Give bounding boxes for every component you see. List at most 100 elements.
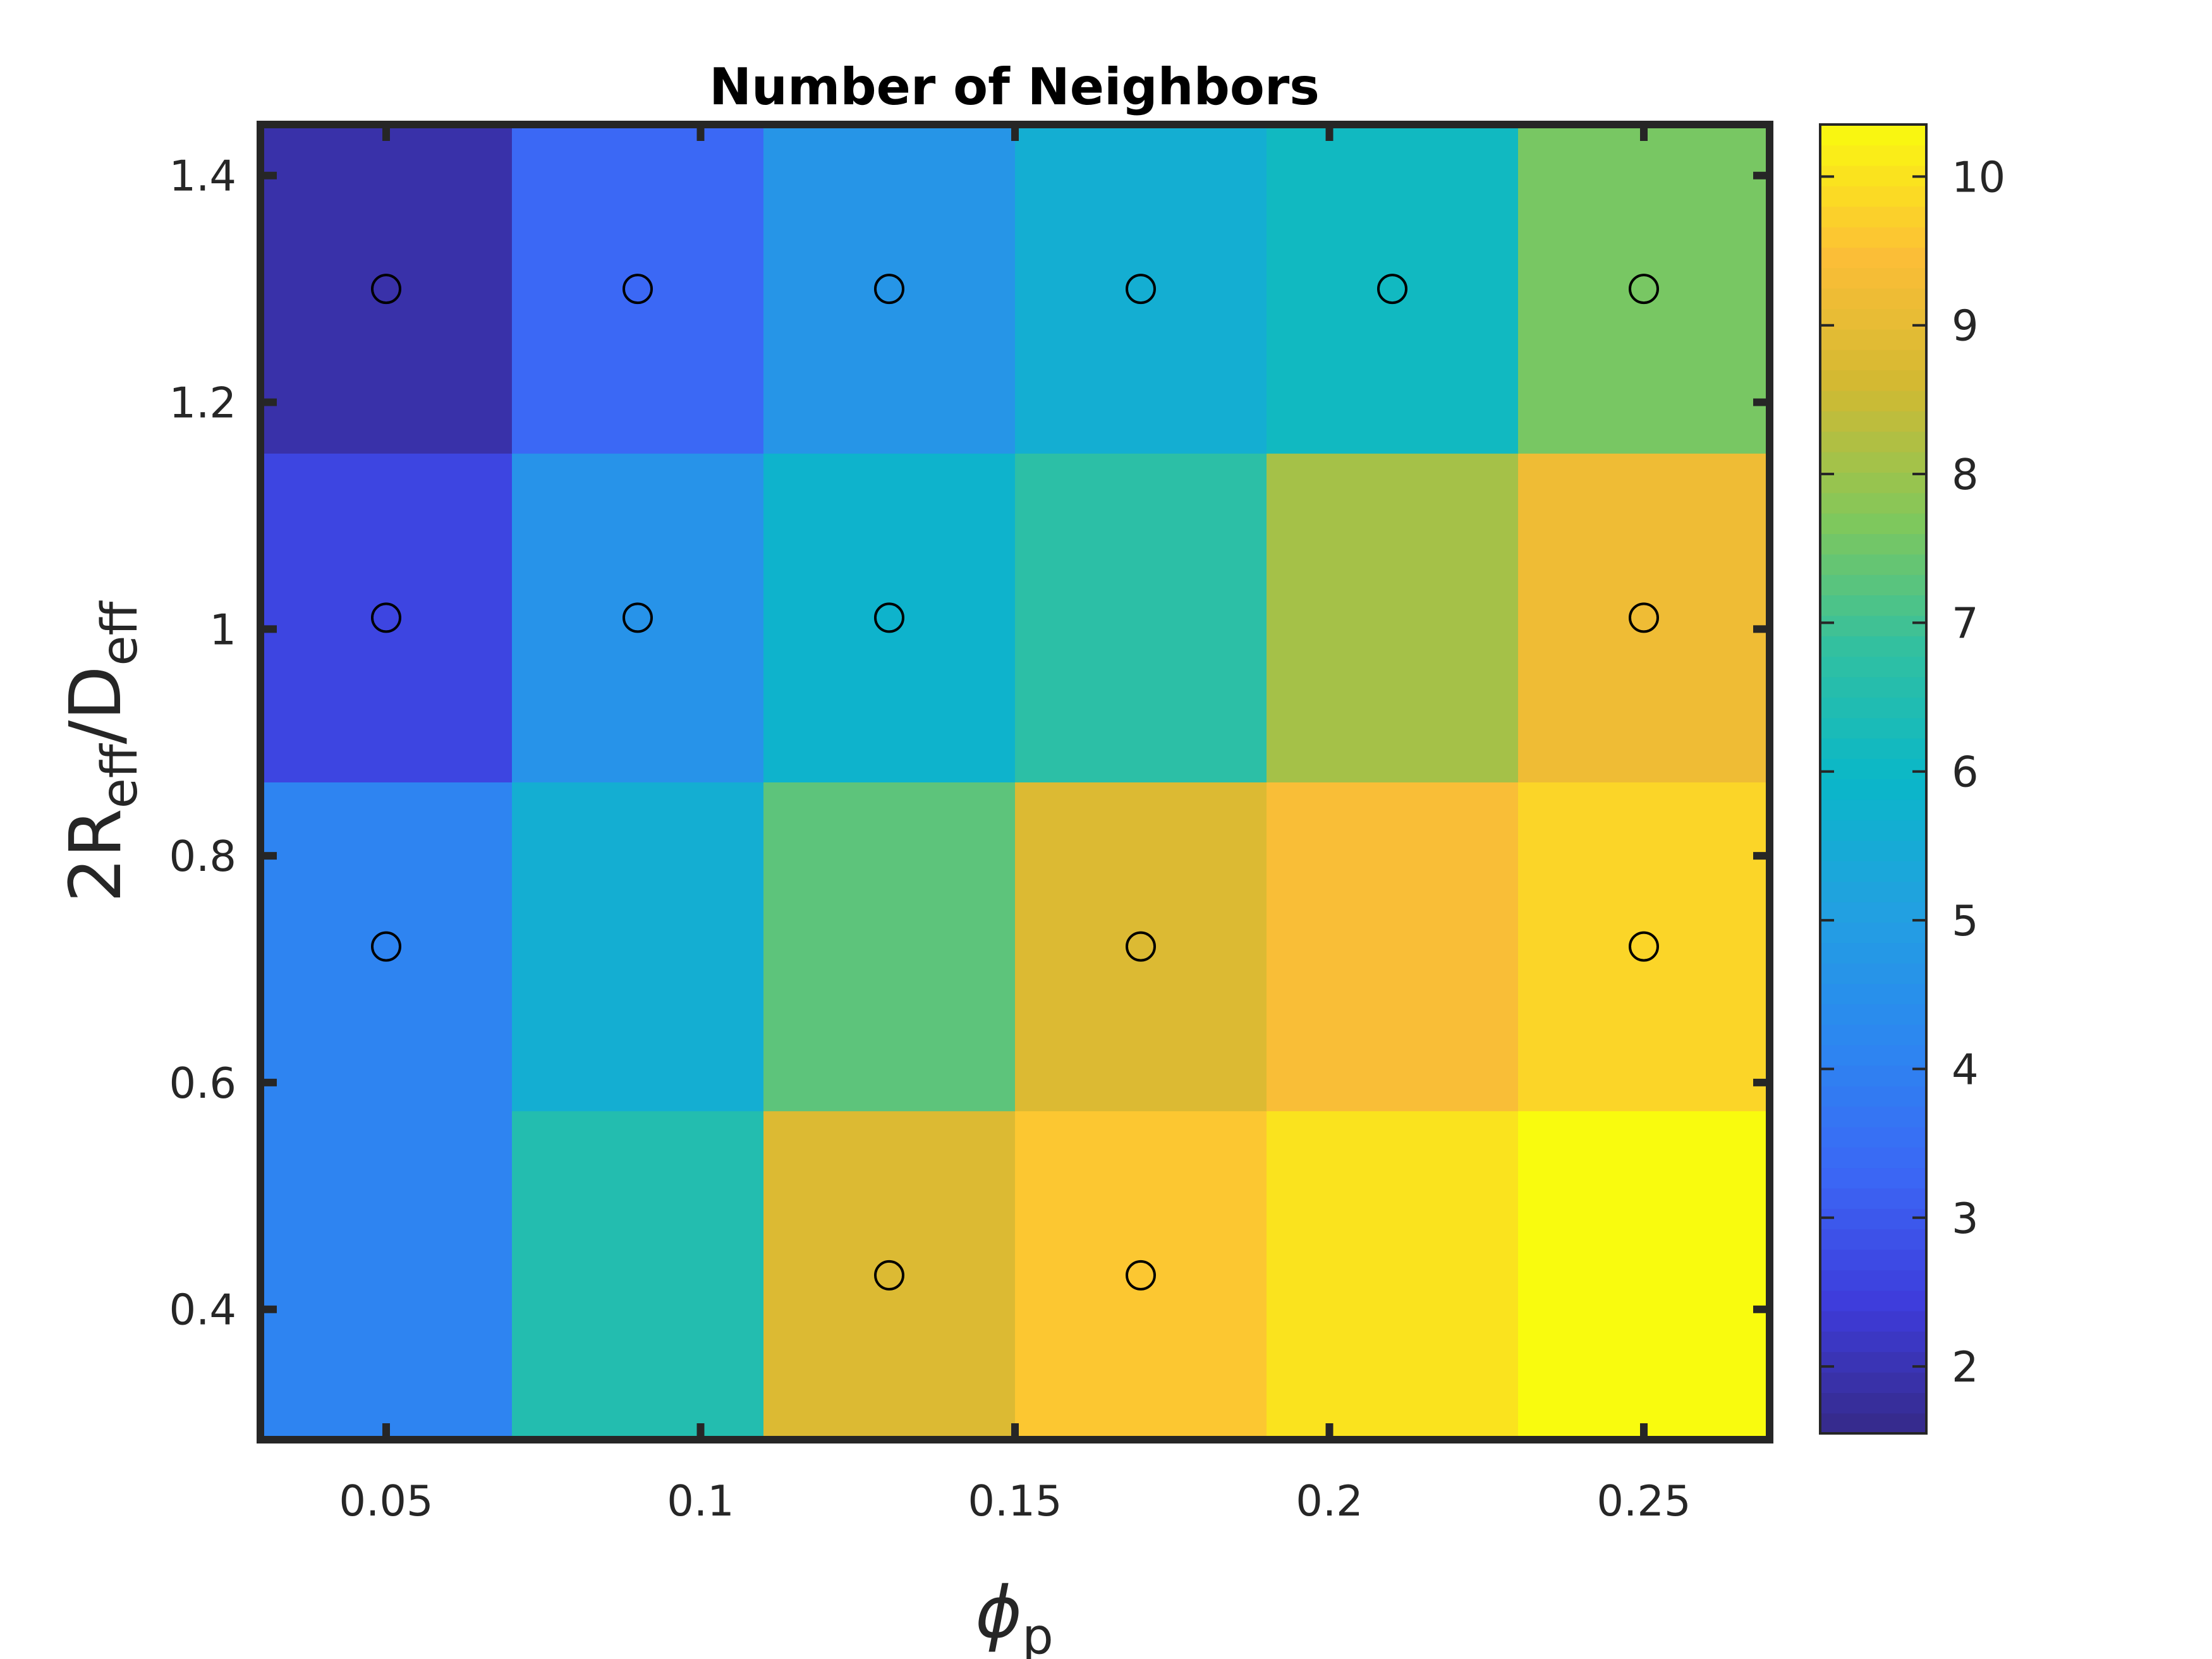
heatmap-cell <box>763 1110 1016 1440</box>
colorbar-step <box>1820 451 1926 473</box>
colorbar-step <box>1820 492 1926 514</box>
colorbar-step <box>1820 247 1926 269</box>
colorbar-step <box>1820 411 1926 432</box>
heatmap-cell <box>1518 125 1770 454</box>
colorbar-step <box>1820 1371 1926 1394</box>
colorbar-step <box>1820 1106 1926 1127</box>
colorbar-step <box>1820 1167 1926 1189</box>
y-tick-label: 0.6 <box>169 1059 236 1108</box>
x-tick-label: 0.2 <box>1296 1476 1363 1526</box>
colorbar-step <box>1820 1024 1926 1045</box>
data-marker <box>623 274 653 305</box>
data-marker <box>1126 931 1156 962</box>
colorbar-step <box>1820 1290 1926 1311</box>
colorbar-step <box>1820 758 1926 780</box>
colorbar-step <box>1820 1229 1926 1250</box>
x-tick-label: 0.1 <box>667 1476 734 1526</box>
y-tick-label: 1.2 <box>169 379 236 428</box>
x-tick-label: 0.05 <box>339 1476 433 1526</box>
y-axis-label: 2Reff/Deff <box>55 600 149 902</box>
colorbar-tick-label: 2 <box>1952 1342 1979 1392</box>
colorbar-step <box>1820 390 1926 411</box>
data-marker <box>623 602 653 633</box>
colorbar-step <box>1820 308 1926 330</box>
colorbar-step <box>1820 1351 1926 1373</box>
heatmap-cell <box>1267 453 1519 782</box>
colorbar-step <box>1820 881 1926 902</box>
colorbar-ticks: 2 3 4 5 6 7 8 9 10 <box>1820 152 2005 1392</box>
heatmap-cell <box>1015 1110 1267 1440</box>
colorbar-step <box>1820 472 1926 494</box>
heatmap-cell <box>1267 1110 1519 1440</box>
colorbar-step <box>1820 779 1926 800</box>
colorbar-step <box>1820 1331 1926 1352</box>
heatmap-cell <box>1267 125 1519 454</box>
heatmap-cell <box>260 782 513 1112</box>
colorbar-tick-label: 7 <box>1952 599 1979 648</box>
data-marker <box>371 274 401 305</box>
heatmap-cell <box>1015 453 1267 782</box>
data-marker <box>1126 274 1156 305</box>
data-markers <box>371 274 1659 1291</box>
colorbar-step <box>1820 717 1926 739</box>
heatmap-cell <box>260 125 513 454</box>
colorbar-step <box>1820 963 1926 984</box>
chart-title: Number of Neighbors <box>709 58 1320 116</box>
colorbar-step <box>1820 1310 1926 1332</box>
heatmap-cell <box>260 1110 513 1440</box>
heatmap-cell <box>512 1110 764 1440</box>
colorbar-step <box>1820 799 1926 821</box>
colorbar-step <box>1820 349 1926 371</box>
heatmap-cell <box>1015 125 1267 454</box>
x-axis-label: ϕp <box>975 1572 1053 1659</box>
data-marker <box>371 931 401 962</box>
colorbar-step <box>1820 738 1926 759</box>
colorbar-step <box>1820 574 1926 596</box>
x-tick-label: 0.15 <box>968 1476 1062 1526</box>
colorbar-step <box>1820 288 1926 310</box>
colorbar-step <box>1820 615 1926 636</box>
colorbar-step <box>1820 635 1926 657</box>
colorbar-tick-label: 4 <box>1952 1045 1979 1094</box>
colorbar-step <box>1820 1004 1926 1025</box>
colorbar-step <box>1820 186 1926 207</box>
colorbar-step <box>1820 1270 1926 1291</box>
x-tick-label: 0.25 <box>1596 1476 1691 1526</box>
heatmap-cell <box>1518 782 1770 1112</box>
colorbar-tick-label: 3 <box>1952 1194 1979 1243</box>
colorbar-step <box>1820 1188 1926 1209</box>
data-marker <box>1377 274 1407 305</box>
data-marker <box>874 1260 904 1291</box>
colorbar-step <box>1820 1085 1926 1107</box>
colorbar-step <box>1820 554 1926 575</box>
heatmap-cell <box>763 125 1016 454</box>
y-tick-label: 0.4 <box>169 1285 236 1335</box>
colorbar-step <box>1820 1413 1926 1434</box>
colorbar-gradient <box>1820 125 1926 1434</box>
colorbar-step <box>1820 329 1926 350</box>
data-marker <box>874 274 904 305</box>
data-marker <box>1629 602 1659 633</box>
colorbar-step <box>1820 922 1926 944</box>
colorbar-tick-label: 6 <box>1952 748 1979 797</box>
colorbar-step <box>1820 1249 1926 1270</box>
x-axis-ticks: 0.05 0.1 0.15 0.2 0.25 <box>339 125 1691 1526</box>
y-tick-label: 0.8 <box>169 832 236 881</box>
heatmap-cell <box>512 125 764 454</box>
heatmap-cell <box>763 453 1016 782</box>
heatmap-cell <box>1518 453 1770 782</box>
colorbar-step <box>1820 820 1926 841</box>
heatmap-cell <box>512 453 764 782</box>
colorbar-step <box>1820 1065 1926 1086</box>
colorbar-tick-label: 9 <box>1952 301 1979 351</box>
colorbar-step <box>1820 145 1926 166</box>
colorbar-step <box>1820 656 1926 678</box>
colorbar-step <box>1820 901 1926 923</box>
colorbar-step <box>1820 267 1926 289</box>
heatmap-cell <box>512 782 764 1112</box>
data-marker <box>1126 1260 1156 1291</box>
colorbar-step <box>1820 125 1926 146</box>
data-marker <box>1629 274 1659 305</box>
colorbar-step <box>1820 860 1926 882</box>
